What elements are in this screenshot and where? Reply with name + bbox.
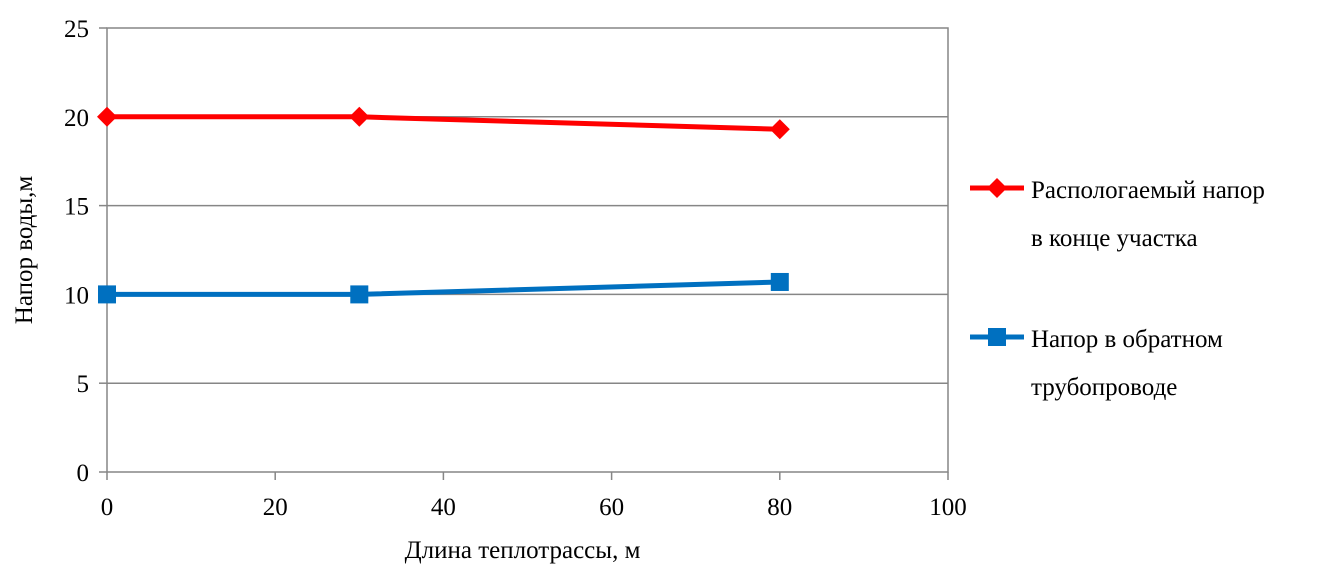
y-tick-label: 5 [77, 371, 90, 398]
data-point [349, 106, 370, 127]
legend: Распологаемый напор в конце участка Напор … [970, 177, 1265, 401]
series-line-0 [107, 114, 780, 132]
data-point [98, 285, 116, 304]
x-tick-label: 40 [431, 494, 456, 521]
data-point [350, 285, 369, 304]
grid-lines [107, 116, 948, 384]
y-tick-label: 20 [64, 105, 89, 132]
y-tick-label: 25 [64, 16, 89, 43]
legend-entry-0: Распологаемый напор в конце участка [970, 177, 1265, 252]
x-tick-label: 60 [599, 494, 624, 521]
series-layer [97, 106, 790, 304]
legend-label: в конце участка [1031, 225, 1198, 252]
plot-area [106, 27, 949, 473]
x-tick-label: 80 [767, 494, 792, 521]
y-axis-label: Напор воды,м [11, 176, 38, 325]
legend-label: Напор в обратном [1031, 326, 1223, 353]
data-point [770, 272, 789, 291]
x-tick-label: 100 [929, 494, 967, 521]
legend-entry-1: Напор в обратном трубопроводе [970, 326, 1223, 401]
data-point [97, 106, 117, 127]
series-line-1 [107, 279, 780, 297]
axis-ticks: 0 5 10 15 20 25 0 20 40 60 80 100 [64, 16, 967, 521]
x-tick-label: 0 [101, 494, 114, 521]
series-0 [97, 106, 790, 140]
x-tick-label: 20 [263, 494, 288, 521]
x-axis-label: Длина теплотрассы, м [405, 537, 641, 564]
legend-marker [988, 328, 1006, 346]
y-tick-label: 15 [64, 194, 89, 221]
legend-label: трубопроводе [1031, 374, 1177, 401]
data-point [769, 119, 790, 140]
legend-marker [987, 178, 1007, 198]
series-1 [98, 272, 789, 304]
legend-label: Распологаемый напор [1031, 177, 1265, 204]
y-tick-label: 10 [64, 282, 89, 309]
y-tick-label: 0 [77, 460, 90, 487]
